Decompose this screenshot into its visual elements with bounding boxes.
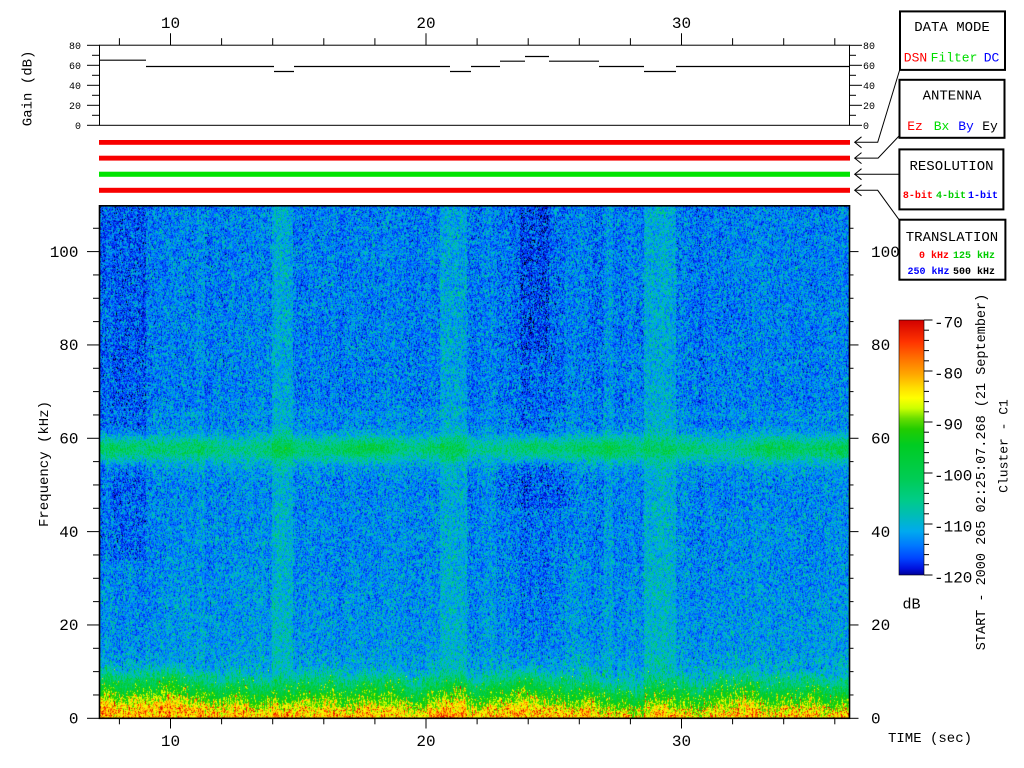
svg-text:40: 40 — [871, 524, 890, 542]
svg-text:-100: -100 — [934, 468, 972, 486]
svg-text:20: 20 — [69, 102, 81, 113]
svg-text:20: 20 — [416, 15, 435, 33]
svg-text:250 kHz: 250 kHz — [907, 266, 949, 278]
svg-text:TRANSLATION: TRANSLATION — [906, 230, 998, 246]
svg-text:Bx: Bx — [934, 119, 950, 134]
svg-text:0 kHz: 0 kHz — [919, 250, 949, 262]
svg-text:By: By — [958, 119, 974, 134]
svg-text:125 kHz: 125 kHz — [953, 250, 995, 262]
svg-text:dB: dB — [902, 597, 920, 614]
svg-text:-110: -110 — [934, 519, 972, 537]
svg-text:4-bit: 4-bit — [936, 190, 966, 202]
svg-text:40: 40 — [59, 524, 78, 542]
svg-text:Ez: Ez — [907, 119, 923, 134]
svg-text:20: 20 — [863, 102, 875, 113]
svg-text:ANTENNA: ANTENNA — [923, 89, 982, 105]
svg-text:30: 30 — [672, 733, 691, 751]
svg-text:TIME (sec): TIME (sec) — [888, 731, 972, 747]
svg-text:1-bit: 1-bit — [968, 190, 998, 202]
svg-text:60: 60 — [69, 62, 81, 73]
svg-text:10: 10 — [161, 733, 180, 751]
svg-text:20: 20 — [59, 617, 78, 635]
svg-text:20: 20 — [871, 617, 890, 635]
svg-text:-120: -120 — [934, 570, 972, 588]
svg-text:0: 0 — [75, 122, 81, 133]
svg-text:100: 100 — [871, 244, 900, 262]
svg-text:START - 2000 265 02:25:07.268: START - 2000 265 02:25:07.268 (21 Septem… — [975, 294, 990, 650]
svg-text:Ey: Ey — [982, 119, 998, 134]
svg-text:DSN: DSN — [904, 51, 927, 66]
svg-text:0: 0 — [863, 122, 869, 133]
svg-text:30: 30 — [672, 15, 691, 33]
svg-text:-90: -90 — [934, 417, 963, 435]
svg-text:20: 20 — [416, 733, 435, 751]
svg-text:-80: -80 — [934, 366, 963, 384]
svg-text:500 kHz: 500 kHz — [953, 266, 995, 278]
svg-text:80: 80 — [871, 337, 890, 355]
svg-text:Cluster - C1: Cluster - C1 — [997, 399, 1012, 493]
svg-text:0: 0 — [69, 711, 79, 729]
svg-text:80: 80 — [69, 42, 81, 53]
svg-text:40: 40 — [69, 82, 81, 93]
svg-text:80: 80 — [863, 42, 875, 53]
svg-text:DATA MODE: DATA MODE — [914, 20, 990, 36]
svg-text:60: 60 — [59, 431, 78, 449]
svg-text:DC: DC — [984, 51, 1000, 66]
svg-text:60: 60 — [871, 431, 890, 449]
svg-text:60: 60 — [863, 62, 875, 73]
svg-text:40: 40 — [863, 82, 875, 93]
svg-text:0: 0 — [871, 711, 881, 729]
svg-text:80: 80 — [59, 337, 78, 355]
svg-text:8-bit: 8-bit — [903, 190, 933, 202]
svg-text:Frequency (kHz): Frequency (kHz) — [37, 401, 53, 527]
svg-text:100: 100 — [50, 244, 79, 262]
svg-text:Filter: Filter — [931, 51, 978, 66]
svg-text:RESOLUTION: RESOLUTION — [909, 159, 993, 175]
svg-text:-70: -70 — [934, 315, 963, 333]
svg-text:10: 10 — [161, 15, 180, 33]
svg-text:Gain (dB): Gain (dB) — [21, 51, 37, 127]
